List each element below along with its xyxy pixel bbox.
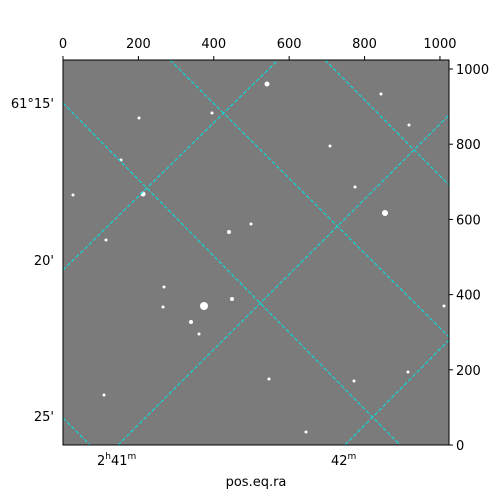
coordinate-grid xyxy=(62,59,450,446)
y-tick-label: 600 xyxy=(456,213,481,228)
x-tick-label: 400 xyxy=(201,37,226,52)
dec-tick-label: 20' xyxy=(34,254,54,269)
x-tick-label: 800 xyxy=(352,37,377,52)
x-tick-label: 600 xyxy=(277,37,302,52)
y-tick-label: 400 xyxy=(456,289,481,304)
ra-tick-label: 42m xyxy=(331,452,356,469)
ra-tick-label: 2h41m xyxy=(97,452,136,469)
y-tick-label: 800 xyxy=(456,138,481,153)
image xyxy=(63,60,449,445)
dec-tick-label: 61°15' xyxy=(11,97,54,112)
x-tick-label: 1000 xyxy=(423,37,456,52)
x-tick-label: 200 xyxy=(126,37,151,52)
y-tick-label: 0 xyxy=(456,439,464,454)
x-axis-label: pos.eq.ra xyxy=(226,475,287,490)
y-tick-label: 1000 xyxy=(456,63,489,78)
x-tick-label: 0 xyxy=(59,37,67,52)
stars xyxy=(71,81,446,434)
frame xyxy=(62,59,450,446)
dec-tick-label: 25' xyxy=(34,410,54,425)
y-tick-label: 200 xyxy=(456,364,481,379)
